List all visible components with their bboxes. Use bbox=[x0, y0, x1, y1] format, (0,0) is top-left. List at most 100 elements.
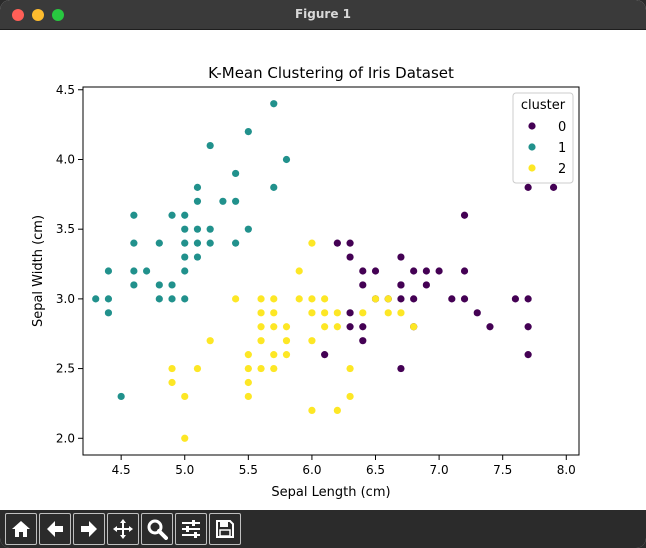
data-point-cluster-1 bbox=[193, 197, 202, 205]
data-point-cluster-0 bbox=[397, 364, 405, 373]
data-point-cluster-1 bbox=[282, 155, 291, 164]
data-point-cluster-2 bbox=[333, 309, 341, 317]
configure-subplots-button[interactable] bbox=[175, 513, 207, 545]
data-point-cluster-0 bbox=[359, 281, 367, 289]
data-point-cluster-2 bbox=[295, 295, 303, 303]
data-point-cluster-2 bbox=[308, 239, 316, 247]
data-point-cluster-1 bbox=[181, 225, 189, 233]
data-point-cluster-2 bbox=[181, 392, 189, 401]
minimize-window-button[interactable] bbox=[32, 9, 44, 21]
data-point-cluster-1 bbox=[181, 267, 189, 275]
data-point-cluster-1 bbox=[181, 253, 189, 261]
data-point-cluster-1 bbox=[92, 295, 100, 303]
data-point-cluster-0 bbox=[359, 323, 367, 331]
x-tick-label: 5.5 bbox=[239, 463, 258, 477]
data-point-cluster-2 bbox=[193, 364, 202, 373]
data-point-cluster-2 bbox=[168, 364, 176, 373]
data-point-cluster-1 bbox=[193, 239, 202, 247]
legend-marker bbox=[528, 143, 536, 151]
x-tick-label: 5.0 bbox=[175, 463, 194, 477]
data-point-cluster-0 bbox=[346, 239, 354, 247]
chart-title: K-Mean Clustering of Iris Dataset bbox=[208, 64, 454, 82]
data-point-cluster-1 bbox=[155, 295, 163, 303]
x-tick-label: 7.5 bbox=[493, 463, 512, 477]
title-bar: Figure 1 bbox=[0, 0, 646, 30]
data-point-cluster-2 bbox=[321, 323, 329, 331]
data-point-cluster-1 bbox=[181, 239, 189, 247]
data-point-cluster-2 bbox=[321, 295, 329, 303]
x-tick-label: 6.0 bbox=[302, 463, 321, 477]
data-point-cluster-0 bbox=[397, 281, 405, 289]
data-point-cluster-2 bbox=[282, 337, 291, 345]
data-point-cluster-1 bbox=[168, 211, 176, 219]
arrow-right-icon bbox=[81, 521, 97, 537]
floppy-disk-icon bbox=[216, 520, 234, 538]
data-point-cluster-1 bbox=[168, 281, 176, 289]
x-tick-label: 8.0 bbox=[557, 463, 576, 477]
data-point-cluster-0 bbox=[524, 295, 532, 303]
data-point-cluster-1 bbox=[244, 225, 252, 233]
data-point-cluster-1 bbox=[130, 211, 138, 219]
data-point-cluster-0 bbox=[511, 295, 520, 303]
data-point-cluster-0 bbox=[359, 267, 367, 275]
data-point-cluster-0 bbox=[321, 351, 329, 359]
data-point-cluster-2 bbox=[308, 309, 316, 317]
data-point-cluster-0 bbox=[410, 267, 418, 275]
data-point-cluster-2 bbox=[282, 323, 291, 331]
data-point-cluster-2 bbox=[270, 351, 278, 359]
data-point-cluster-2 bbox=[282, 351, 291, 359]
data-point-cluster-1 bbox=[193, 253, 202, 261]
data-point-cluster-1 bbox=[104, 295, 113, 303]
data-point-cluster-2 bbox=[244, 351, 252, 359]
data-point-cluster-1 bbox=[142, 267, 151, 275]
y-tick-label: 4.5 bbox=[56, 83, 75, 97]
data-point-cluster-2 bbox=[270, 295, 278, 303]
data-point-cluster-2 bbox=[257, 323, 265, 331]
x-tick-label: 4.5 bbox=[112, 463, 131, 477]
data-point-cluster-2 bbox=[244, 392, 252, 401]
home-button[interactable] bbox=[5, 513, 37, 545]
y-tick-label: 3.5 bbox=[56, 222, 75, 236]
pan-button[interactable] bbox=[107, 513, 139, 545]
back-button[interactable] bbox=[39, 513, 71, 545]
data-point-cluster-1 bbox=[130, 239, 138, 247]
data-point-cluster-1 bbox=[270, 183, 278, 191]
data-point-cluster-2 bbox=[244, 378, 252, 387]
maximize-window-button[interactable] bbox=[52, 9, 64, 21]
y-tick-label: 2.5 bbox=[56, 362, 75, 376]
window-title: Figure 1 bbox=[294, 7, 352, 21]
data-point-cluster-2 bbox=[333, 406, 341, 414]
scatter-chart: K-Mean Clustering of Iris Dataset 4.5 5.0… bbox=[31, 64, 580, 500]
data-point-cluster-2 bbox=[244, 364, 252, 373]
move-arrows-icon bbox=[113, 519, 133, 539]
forward-button[interactable] bbox=[73, 513, 105, 545]
data-point-cluster-2 bbox=[371, 295, 380, 303]
data-point-cluster-0 bbox=[371, 267, 380, 275]
data-point-cluster-1 bbox=[130, 267, 138, 275]
zoom-button[interactable] bbox=[141, 513, 173, 545]
close-window-button[interactable] bbox=[12, 9, 24, 21]
legend-box bbox=[512, 92, 574, 184]
data-point-cluster-2 bbox=[232, 295, 240, 303]
data-point-cluster-0 bbox=[435, 267, 443, 275]
save-button[interactable] bbox=[209, 513, 241, 545]
data-point-cluster-1 bbox=[206, 239, 214, 247]
legend: cluster 0 1 2 bbox=[512, 92, 574, 184]
data-point-cluster-0 bbox=[346, 253, 354, 261]
data-point-cluster-0 bbox=[346, 309, 354, 317]
legend-label: 0 bbox=[558, 120, 566, 135]
data-point-cluster-2 bbox=[321, 309, 329, 317]
data-point-cluster-0 bbox=[549, 183, 558, 191]
data-point-cluster-2 bbox=[270, 323, 278, 331]
data-point-cluster-1 bbox=[181, 295, 189, 303]
data-point-cluster-1 bbox=[117, 392, 125, 401]
data-point-cluster-0 bbox=[448, 295, 456, 303]
plot-area: K-Mean Clustering of Iris Dataset 4.5 5.0… bbox=[0, 30, 646, 510]
data-point-cluster-1 bbox=[206, 141, 214, 150]
data-point-cluster-2 bbox=[257, 337, 265, 345]
data-point-cluster-0 bbox=[346, 323, 354, 331]
y-tick-label: 4.0 bbox=[56, 152, 75, 166]
data-point-cluster-0 bbox=[460, 267, 469, 275]
data-point-cluster-0 bbox=[524, 323, 532, 331]
data-point-cluster-2 bbox=[181, 434, 189, 442]
